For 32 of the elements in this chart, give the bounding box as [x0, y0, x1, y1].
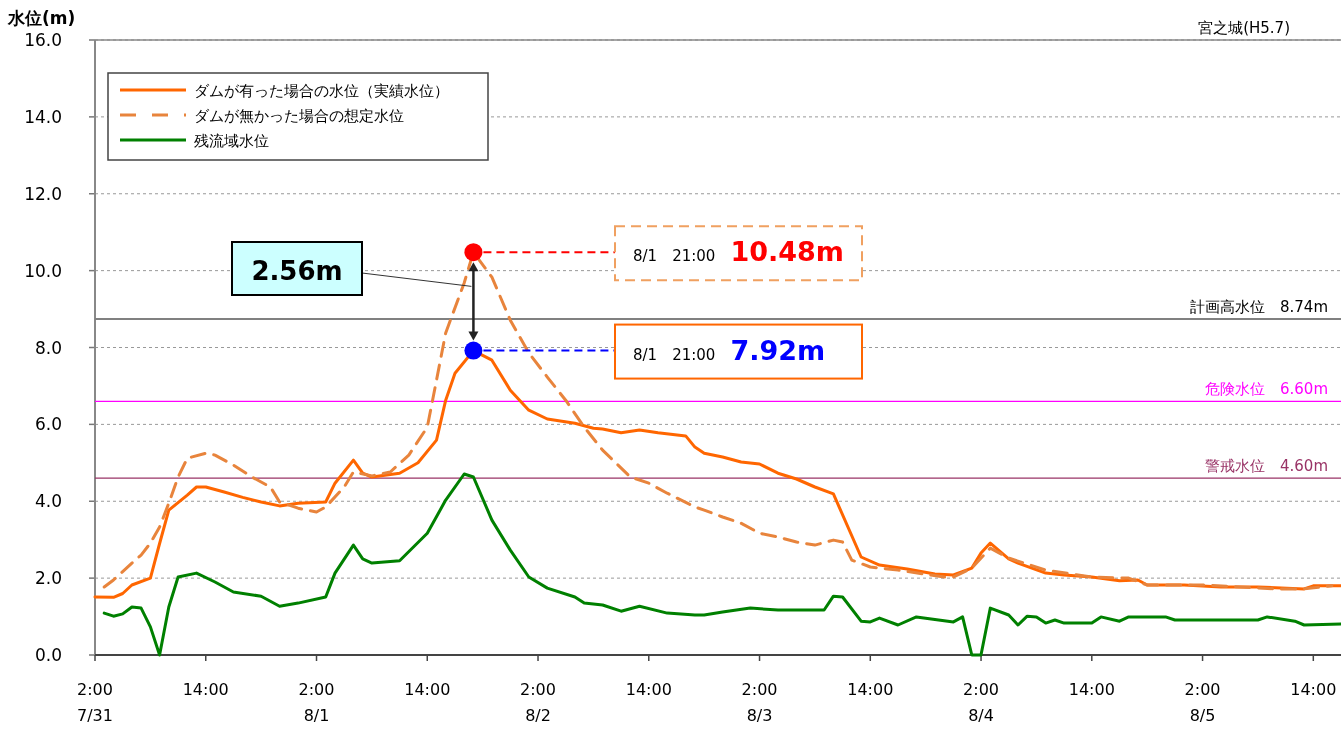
x-tick-label: 14:00 [404, 680, 451, 699]
text: 宮之城(H5.7) [1198, 19, 1290, 37]
y-tick-label: 6.0 [34, 414, 62, 435]
x-tick-label: 2:00 8/3 [741, 680, 778, 725]
ref-line-label: 危険水位 6.60m [1204, 380, 1328, 399]
y-tick-label: 16.0 [24, 30, 62, 50]
x-tick-label: 14:00 [1068, 680, 1115, 699]
y-tick-label: 4.0 [34, 491, 62, 512]
legend-label: ダムが有った場合の水位（実績水位） [194, 82, 449, 100]
y-tick-label: 14.0 [24, 106, 62, 127]
legend-label: ダムが無かった場合の想定水位 [194, 107, 404, 125]
y-tick-label: 2.0 [34, 568, 62, 589]
annotation: 2.56m [251, 256, 343, 286]
x-tick-label: 14:00 [182, 680, 229, 699]
y-tick-label: 0.0 [34, 645, 62, 665]
legend-label: 残流域水位 [194, 132, 269, 150]
y-tick-label: 12.0 [24, 183, 62, 204]
ref-line-label: 警戒水位 4.60m [1204, 457, 1328, 476]
x-tick-label: 14:00 [847, 680, 894, 699]
x-tick-label: 2:00 8/5 [1184, 680, 1221, 725]
annotation: 8/1 21:00 7.92m [633, 334, 826, 366]
x-tick-label: 2:00 8/2 [520, 680, 556, 725]
ref-line-label: 計画高水位 8.74m [1189, 298, 1328, 317]
y-tick-label: 8.0 [34, 337, 62, 358]
y-tick-label: 10.0 [24, 260, 62, 281]
x-tick-label: 2:00 8/1 [298, 680, 335, 725]
annotation: 8/1 21:00 10.48m [633, 236, 844, 268]
x-tick-label: 2:00 8/4 [963, 680, 1000, 725]
y-axis-title: 水位(m) [7, 8, 76, 28]
x-tick-label: 14:00 [625, 680, 672, 699]
x-tick-label: 14:00 [1290, 680, 1337, 699]
x-tick-label: 2:00 7/31 [77, 680, 113, 725]
